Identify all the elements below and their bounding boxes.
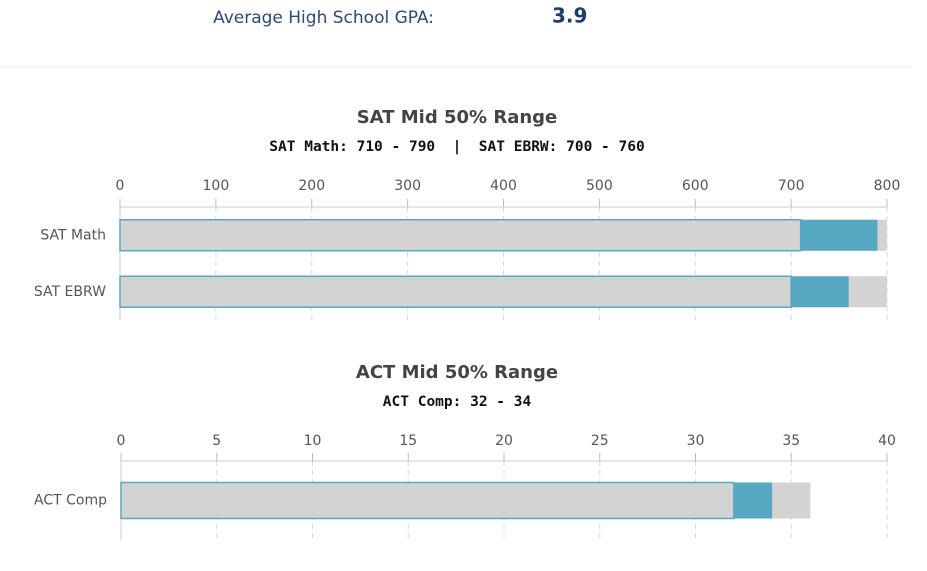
x-tick-label: 25 [591,433,609,449]
category-label: ACT Comp [34,493,107,509]
x-tick-label: 200 [298,178,325,194]
x-tick-label: 800 [874,178,901,194]
x-tick-label: 0 [117,433,126,449]
range-bar [791,276,849,308]
x-tick-label: 600 [682,178,709,194]
range-bar [800,219,878,251]
x-tick-label: 400 [490,178,517,194]
category-label: SAT Math [40,227,106,243]
x-tick-label: 100 [203,178,230,194]
range-bar [733,482,773,519]
x-tick-label: 40 [878,433,896,449]
x-tick-label: 35 [782,433,800,449]
x-tick-label: 30 [687,433,705,449]
x-tick-label: 20 [495,433,513,449]
gpa-label: Average High School GPA: [213,8,434,28]
x-tick-label: 5 [212,433,221,449]
category-label: SAT EBRW [34,284,106,300]
chart-subtitle: SAT Math: 710 - 790 | SAT EBRW: 700 - 76… [269,139,644,155]
below-range-bar [120,481,735,520]
x-tick-label: 10 [304,433,322,449]
x-tick-label: 15 [399,433,417,449]
x-tick-label: 0 [116,178,125,194]
gpa-value: 3.9 [552,4,587,28]
chart-title: SAT Mid 50% Range [357,107,558,128]
chart-title: ACT Mid 50% Range [356,362,558,383]
chart-subtitle: ACT Comp: 32 - 34 [383,394,532,410]
x-tick-label: 300 [394,178,421,194]
x-tick-label: 700 [778,178,805,194]
below-range-bar [119,275,792,308]
below-range-bar [119,219,802,252]
x-tick-label: 500 [586,178,613,194]
